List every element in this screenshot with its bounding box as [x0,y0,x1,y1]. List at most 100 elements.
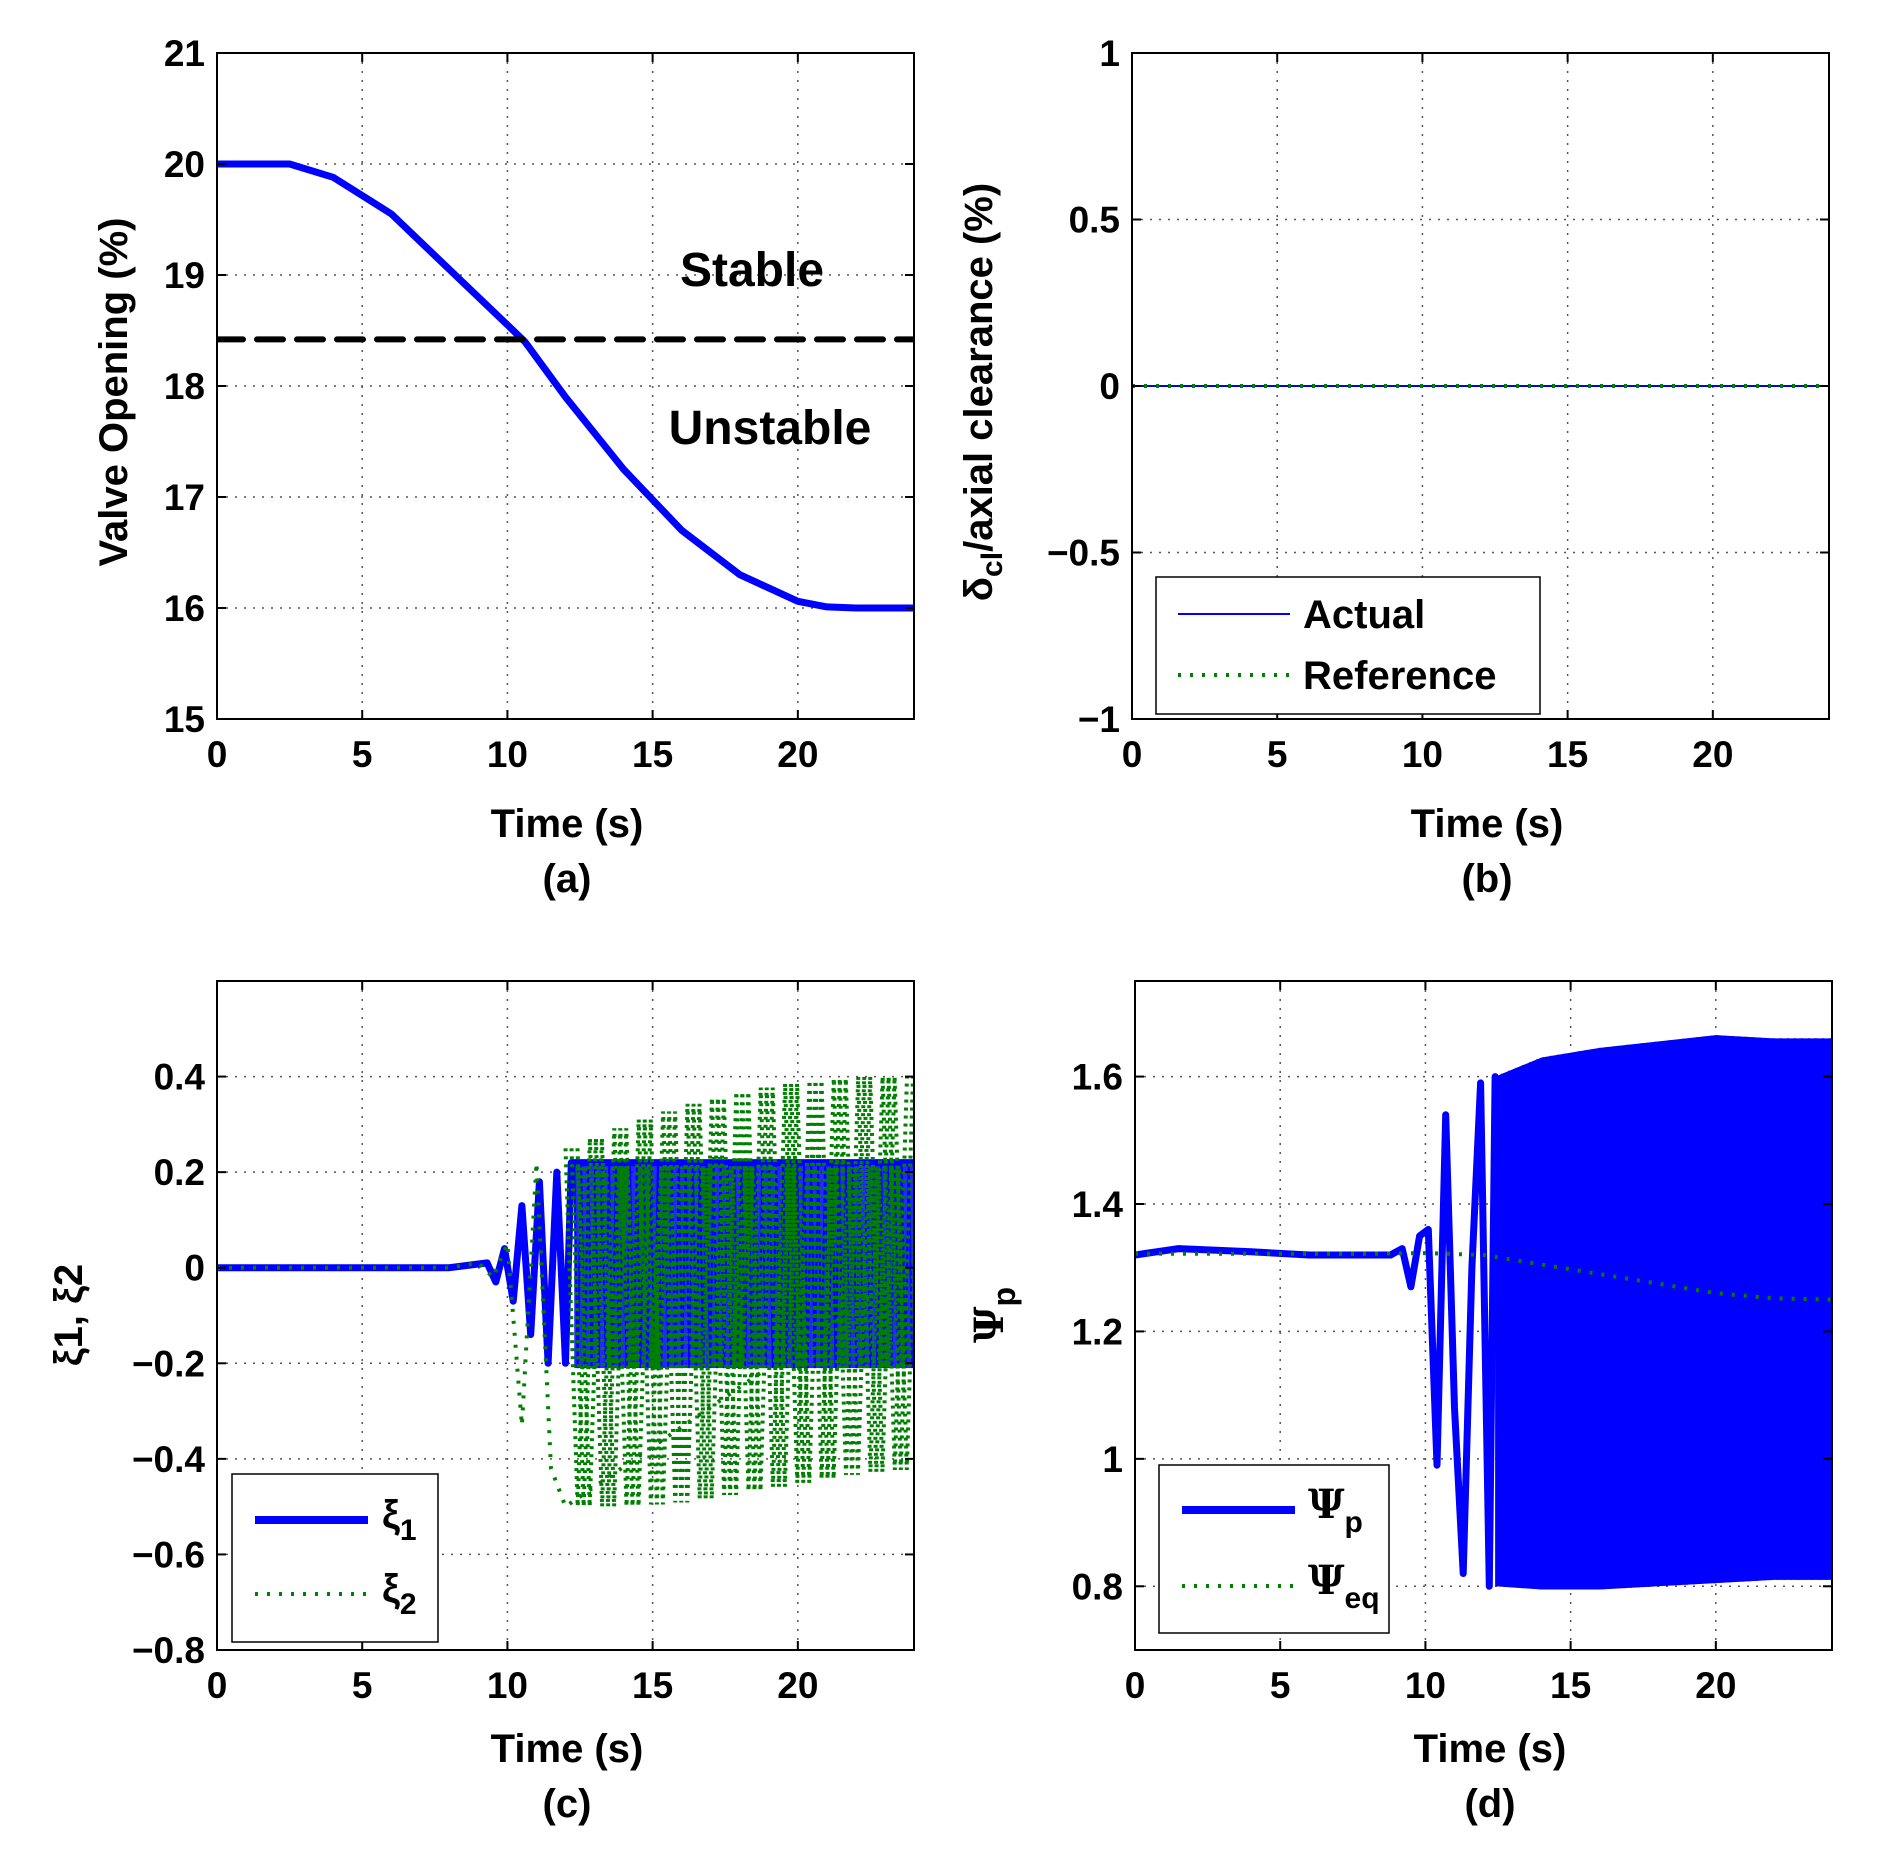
legend-d-psip-main: Ψ [1308,1481,1345,1528]
x-tick-label: 20 [777,1665,818,1706]
legend-c-xi1: ξ1 [382,1493,417,1547]
x-tick-label: 10 [1405,1665,1446,1706]
legend-b-reference: Reference [1303,654,1496,698]
y-tick-label: 16 [164,588,205,629]
plot-area-2: 0 5 10 15 20 −0.8 −0.6 −0.4 −0.2 0 0.2 0.4 [132,980,915,1706]
plot-area-3: 0 5 10 15 20 0.8 1 1.2 1.4 1.6 [1072,980,1833,1706]
x-tick-label: 20 [1695,1665,1736,1706]
y-tick-label: 1.4 [1072,1184,1124,1225]
series-group-3 [1135,1035,1832,1590]
series-group-0 [217,160,914,612]
ylabel-b-sub: cl [976,552,1009,577]
y-tick-label: 0.8 [1072,1566,1123,1607]
legend-b: Actual Reference [1155,576,1541,715]
y-tick-label: −0.8 [132,1630,205,1671]
legend-c-xi2: ξ2 [382,1567,417,1621]
y-tick-label: 15 [164,699,205,740]
y-tick-label: 0 [184,1248,205,1289]
x-tick-label: 0 [1122,734,1143,775]
xlabel-b: Time (s) [1411,802,1564,846]
y-tick-label: 17 [164,477,205,518]
caption-b: (b) [1461,857,1512,901]
y-tick-label: 1.2 [1072,1311,1123,1352]
legend-b-actual: Actual [1303,593,1425,637]
ylabel-b-rest: /axial clearance (%) [957,183,1001,552]
plot-area-0: 0 5 10 15 20 15 16 17 18 19 20 21 [164,33,915,775]
axes-frame [1134,980,1833,1651]
legend-d-psieq: Ψeq [1308,1557,1380,1615]
legend-d-psip: Ψp [1308,1481,1363,1539]
series-group-2 [217,1076,914,1509]
legend-c-xi1-main: ξ [382,1493,400,1537]
legend-d-psip-sub: p [1345,1506,1363,1539]
x-tick-label: 5 [352,734,373,775]
y-tick-label: 18 [164,366,205,407]
axes-frame [216,52,915,720]
legend-c-xi1-sub: 1 [400,1514,417,1547]
series-2-1-line [217,1160,914,1509]
xlabel-d: Time (s) [1414,1727,1567,1771]
series-3-1-line [1135,1251,1832,1302]
y-tick-label: 1.6 [1072,1057,1123,1098]
y-tick-label: 1 [1099,33,1120,74]
series-3-0-band [1494,1035,1831,1590]
plot-area-1: 0 5 10 15 20 −1 −0.5 0 0.5 1 [1047,33,1830,775]
y-tick-label: −1 [1078,699,1120,740]
x-tick-label: 0 [207,1665,228,1706]
series-0-0-line [217,160,914,612]
legend-d: Ψp Ψeq [1158,1464,1390,1634]
x-tick-label: 15 [632,734,673,775]
caption-c: (c) [543,1782,592,1826]
annotation-unstable: Unstable [669,402,872,455]
series-2-0-line [217,1159,914,1367]
legend-d-psieq-sub: eq [1345,1582,1380,1615]
y-tick-label: −0.6 [132,1534,205,1575]
y-tick-label: 0.2 [154,1152,205,1193]
xlabel-a: Time (s) [491,802,644,846]
x-tick-label: 15 [632,1665,673,1706]
ylabel-a: Valve Opening (%) [92,218,136,567]
ylabel-b-delta: δ [957,577,1001,601]
x-tick-label: 10 [1402,734,1443,775]
ylabel-b: δcl/axial clearance (%) [957,183,1009,601]
y-tick-label: 0 [1099,366,1120,407]
caption-a: (a) [543,857,592,901]
y-tick-label: 19 [164,255,205,296]
x-tick-label: 20 [1692,734,1733,775]
series-3-0-line [1135,1073,1499,1590]
panel-b: 0 5 10 15 20 −1 −0.5 0 0.5 1 δcl/axial clearance … [957,33,1830,901]
x-tick-label: 5 [1270,1665,1291,1706]
x-tick-label: 15 [1547,734,1588,775]
y-tick-label: 1 [1102,1439,1123,1480]
y-tick-label: −0.4 [132,1439,205,1480]
y-tick-label: −0.2 [132,1343,205,1384]
axes-frame [216,980,915,1651]
panel-d: 0 5 10 15 20 0.8 1 1.2 1.4 1.6 Ψp Time (s) (d) Ψp… [966,980,1833,1826]
x-tick-label: 0 [1125,1665,1146,1706]
legend-c: ξ1 ξ2 [231,1473,439,1643]
ylabel-d-main: Ψ [966,1306,1013,1343]
annotation-stable: Stable [680,244,824,297]
y-tick-label: 0.5 [1069,200,1120,241]
x-tick-label: 5 [352,1665,373,1706]
y-tick-label: 0.4 [154,1057,206,1098]
x-tick-label: 0 [207,734,228,775]
ylabel-d: Ψp [966,1287,1022,1343]
legend-c-xi2-sub: 2 [400,1588,417,1621]
legend-d-psieq-main: Ψ [1308,1557,1345,1604]
panel-a: 0 5 10 15 20 15 16 17 18 19 20 21 Valve Opening (%)… [92,33,915,901]
caption-d: (d) [1464,1782,1515,1826]
y-tick-label: 20 [164,144,205,185]
panel-c: 0 5 10 15 20 −0.8 −0.6 −0.4 −0.2 0 0.2 0.4 ξ1, ξ2 T… [47,980,915,1826]
ylabel-c: ξ1, ξ2 [47,1264,91,1366]
xlabel-c: Time (s) [491,1727,644,1771]
x-tick-label: 5 [1267,734,1288,775]
legend-c-xi2-main: ξ [382,1567,400,1611]
x-tick-label: 10 [487,734,528,775]
ylabel-d-sub: p [986,1287,1022,1307]
y-tick-label: 21 [164,33,205,74]
x-tick-label: 20 [777,734,818,775]
y-tick-label: −0.5 [1047,533,1120,574]
x-tick-label: 15 [1550,1665,1591,1706]
